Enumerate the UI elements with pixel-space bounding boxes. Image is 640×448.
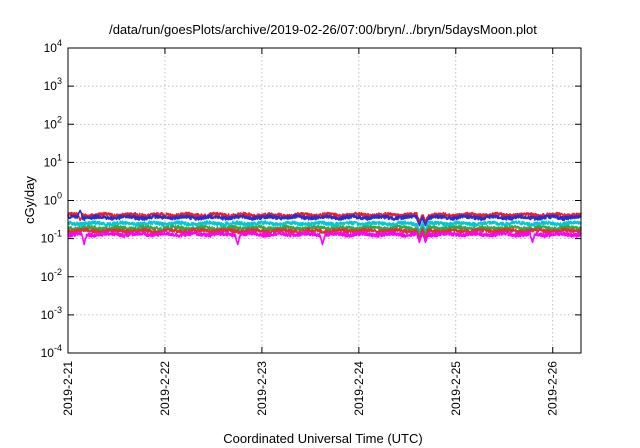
y-tick-exponent: 3: [57, 76, 62, 86]
series-line-2: [67, 209, 582, 227]
y-tick-label: 10-4: [41, 343, 62, 360]
x-tick-label: 2019-2-26: [546, 361, 560, 416]
y-tick-label: 10-3: [41, 305, 62, 322]
y-tick-base: 10: [44, 79, 58, 93]
x-tick-label: 2019-2-22: [158, 361, 172, 416]
y-tick-label: 100: [44, 191, 62, 208]
y-tick-exponent: -4: [54, 343, 62, 353]
x-tick-label: 2019-2-23: [255, 361, 269, 416]
y-tick-exponent: -1: [54, 229, 62, 239]
y-tick-base: 10: [44, 41, 58, 55]
x-tick-label: 2019-2-25: [449, 361, 463, 416]
series-line-3: [67, 220, 582, 233]
y-tick-label: 102: [44, 114, 62, 131]
y-axis-label: cGy/day: [22, 176, 37, 224]
y-tick-base: 10: [44, 155, 58, 169]
y-tick-exponent: 4: [57, 38, 62, 48]
y-tick-base: 10: [41, 270, 55, 284]
y-tick-base: 10: [44, 194, 58, 208]
series-line-5: [67, 227, 582, 240]
y-tick-exponent: 1: [57, 152, 62, 162]
y-tick-label: 10-2: [41, 267, 62, 284]
y-tick-exponent: 0: [57, 191, 62, 201]
y-tick-label: 10-1: [41, 229, 62, 246]
y-tick-exponent: 2: [57, 114, 62, 124]
y-tick-exponent: -3: [54, 305, 62, 315]
y-tick-base: 10: [41, 346, 55, 360]
y-tick-label: 103: [44, 76, 62, 93]
series-line-4: [67, 224, 582, 237]
y-tick-label: 104: [44, 38, 62, 55]
series-line-1: [67, 211, 582, 223]
x-tick-label: 2019-2-21: [61, 361, 75, 416]
x-axis-label: Coordinated Universal Time (UTC): [223, 431, 422, 446]
grid: [67, 48, 581, 353]
series-line-6: [67, 231, 582, 246]
y-tick-base: 10: [41, 232, 55, 246]
y-tick-label: 101: [44, 152, 62, 169]
y-tick-base: 10: [41, 308, 55, 322]
series-group: [67, 209, 582, 246]
x-tick-label: 2019-2-24: [352, 361, 366, 416]
chart-title: /data/run/goesPlots/archive/2019-02-26/0…: [109, 22, 537, 37]
x-ticks: 2019-2-21 2019-2-22 2019-2-23 2019-2-24 2019…: [61, 48, 560, 416]
y-tick-exponent: -2: [54, 267, 62, 277]
y-tick-base: 10: [44, 117, 58, 131]
